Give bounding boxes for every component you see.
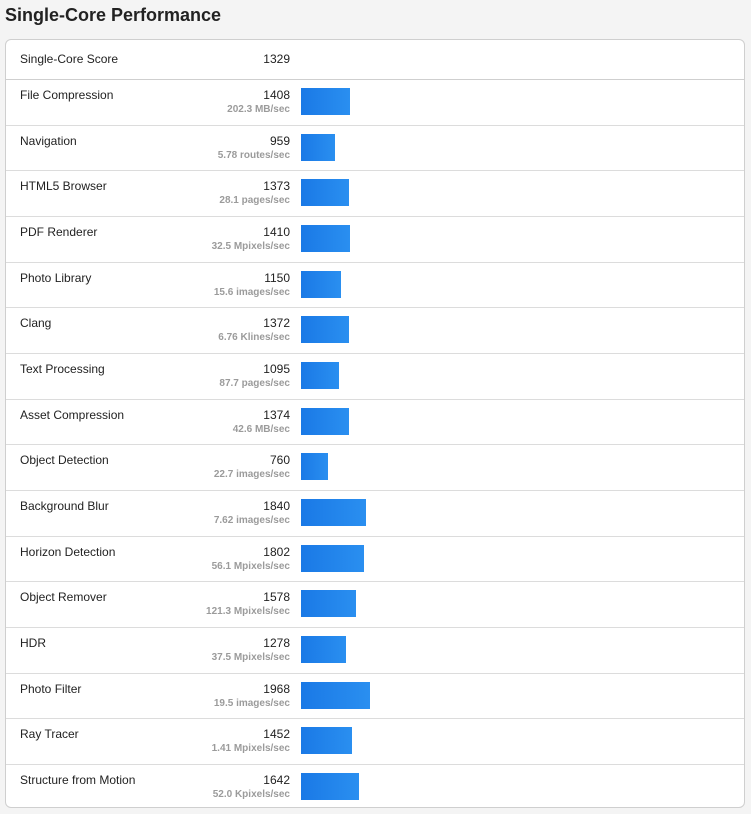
benchmark-row: Ray Tracer 1452 1.41 Mpixels/sec <box>6 719 744 765</box>
summary-row: Single-Core Score 1329 <box>6 40 744 80</box>
benchmark-row: Object Detection 760 22.7 images/sec <box>6 445 744 491</box>
benchmark-bar <box>301 590 356 618</box>
benchmark-bar <box>301 361 339 389</box>
benchmark-row: HDR 1278 37.5 Mpixels/sec <box>6 628 744 674</box>
benchmark-name: Photo Filter <box>20 681 82 696</box>
benchmark-score: 1452 <box>263 727 290 742</box>
benchmark-row: Clang 1372 6.76 Klines/sec <box>6 308 744 354</box>
benchmark-throughput: 28.1 pages/sec <box>219 195 290 207</box>
summary-score: 1329 <box>263 52 290 66</box>
benchmark-row: Photo Library 1150 15.6 images/sec <box>6 263 744 309</box>
benchmark-throughput: 52.0 Kpixels/sec <box>212 788 290 800</box>
benchmark-bar <box>301 133 335 161</box>
benchmark-row: Structure from Motion 1642 52.0 Kpixels/se… <box>6 765 744 807</box>
benchmark-bar <box>301 544 364 572</box>
benchmark-score: 1410 <box>263 224 290 239</box>
benchmark-row: Horizon Detection 1802 56.1 Mpixels/sec <box>6 537 744 583</box>
benchmark-name: HDR <box>20 635 46 650</box>
benchmark-throughput: 6.76 Klines/sec <box>218 332 290 344</box>
benchmark-row: Text Processing 1095 87.7 pages/sec <box>6 354 744 400</box>
benchmark-name: Structure from Motion <box>20 772 136 787</box>
benchmark-bar <box>301 727 352 755</box>
benchmark-score: 1095 <box>263 361 290 376</box>
benchmark-row: Navigation 959 5.78 routes/sec <box>6 126 744 172</box>
benchmark-name: Navigation <box>20 133 77 148</box>
benchmark-throughput: 87.7 pages/sec <box>219 377 290 389</box>
benchmark-score: 1374 <box>263 407 290 422</box>
benchmark-name: HTML5 Browser <box>20 179 107 194</box>
benchmark-name: Object Detection <box>20 453 109 468</box>
benchmark-score: 959 <box>269 133 290 148</box>
benchmark-throughput: 42.6 MB/sec <box>232 423 290 435</box>
benchmark-score: 1372 <box>263 316 290 331</box>
benchmark-name: Horizon Detection <box>20 544 116 559</box>
benchmark-throughput: 37.5 Mpixels/sec <box>211 651 290 663</box>
benchmark-throughput: 19.5 images/sec <box>213 697 290 709</box>
benchmark-row: Asset Compression 1374 42.6 MB/sec <box>6 400 744 446</box>
benchmark-bar <box>301 635 346 663</box>
benchmark-throughput: 56.1 Mpixels/sec <box>211 560 290 572</box>
benchmark-bar <box>301 498 366 526</box>
benchmark-name: Background Blur <box>20 498 109 513</box>
benchmark-name: Text Processing <box>20 361 105 376</box>
benchmark-row: HTML5 Browser 1373 28.1 pages/sec <box>6 171 744 217</box>
benchmark-score: 1642 <box>263 772 290 787</box>
benchmark-name: File Compression <box>20 88 114 102</box>
benchmark-card: Single-Core Score 1329 File Compression 1… <box>5 39 745 808</box>
benchmark-score: 760 <box>269 453 290 468</box>
benchmark-bar <box>301 316 349 344</box>
benchmark-bar <box>301 407 349 435</box>
benchmark-throughput: 15.6 images/sec <box>213 286 290 298</box>
benchmark-score: 1802 <box>263 544 290 559</box>
benchmark-score: 1578 <box>263 590 290 605</box>
benchmark-throughput: 121.3 Mpixels/sec <box>206 606 290 618</box>
benchmark-score: 1408 <box>263 88 290 102</box>
benchmark-throughput: 5.78 routes/sec <box>217 149 290 161</box>
benchmark-score: 1373 <box>263 179 290 194</box>
benchmark-row: Background Blur 1840 7.62 images/sec <box>6 491 744 537</box>
benchmark-name: PDF Renderer <box>20 224 98 239</box>
benchmark-name: Asset Compression <box>20 407 125 422</box>
benchmark-bar <box>301 270 341 298</box>
benchmark-row: Object Remover 1578 121.3 Mpixels/sec <box>6 582 744 628</box>
benchmark-bar <box>301 772 359 800</box>
benchmark-throughput: 22.7 images/sec <box>213 469 290 481</box>
benchmark-row: File Compression 1408 202.3 MB/sec <box>6 80 744 126</box>
section-title: Single-Core Performance <box>5 5 222 25</box>
benchmark-row: Photo Filter 1968 19.5 images/sec <box>6 674 744 720</box>
benchmark-bar <box>301 179 349 207</box>
benchmark-throughput: 1.41 Mpixels/sec <box>211 743 290 755</box>
benchmark-bar <box>301 453 328 481</box>
benchmark-throughput: 202.3 MB/sec <box>227 104 290 115</box>
benchmark-list: File Compression 1408 202.3 MB/sec Navigati… <box>6 80 744 807</box>
benchmark-score: 1840 <box>263 498 290 513</box>
benchmark-throughput: 7.62 images/sec <box>213 514 290 526</box>
benchmark-bar <box>301 681 370 709</box>
benchmark-row: PDF Renderer 1410 32.5 Mpixels/sec <box>6 217 744 263</box>
benchmark-name: Ray Tracer <box>20 727 79 742</box>
benchmark-bar <box>301 88 350 115</box>
benchmark-score: 1278 <box>263 635 290 650</box>
benchmark-bar <box>301 224 350 252</box>
benchmark-name: Clang <box>20 316 52 331</box>
benchmark-name: Photo Library <box>20 270 92 285</box>
benchmark-score: 1150 <box>264 270 290 285</box>
benchmark-throughput: 32.5 Mpixels/sec <box>211 240 290 252</box>
benchmark-name: Object Remover <box>20 590 107 605</box>
summary-label: Single-Core Score <box>20 52 119 66</box>
benchmark-score: 1968 <box>263 681 290 696</box>
